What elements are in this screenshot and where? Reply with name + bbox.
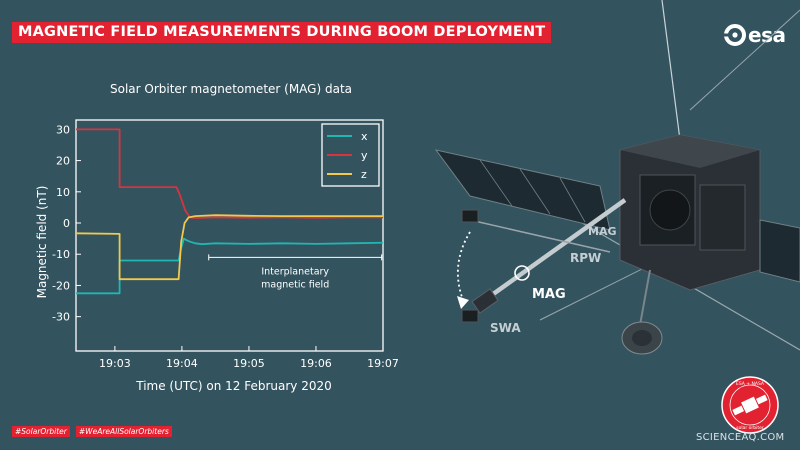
mission-badge: ESA + NASA · solar orbiter · xyxy=(721,376,779,434)
x-tick-label: 19:04 xyxy=(166,357,198,370)
watermark: SCIENCEAQ.COM xyxy=(696,432,785,443)
annotation-text-line1: Interplanetary xyxy=(261,266,329,277)
hashtag-solarorbiter: #SolarOrbiter xyxy=(12,426,70,437)
y-tick-label: -10 xyxy=(52,248,70,261)
y-tick-label: 10 xyxy=(56,186,70,199)
spacecraft-illustration: MAG RPW MAG SWA xyxy=(434,0,800,355)
esa-logo-text: esa xyxy=(748,23,786,47)
esa-emblem-icon xyxy=(724,24,746,46)
label-mag-big: MAG xyxy=(532,287,566,302)
label-mag-small: MAG xyxy=(588,225,617,238)
x-tick-label: 19:07 xyxy=(367,357,399,370)
esa-logo: esa xyxy=(724,22,786,48)
legend-label-x: x xyxy=(361,130,368,143)
x-axis-label: Time (UTC) on 12 February 2020 xyxy=(135,379,332,393)
badge-top-text: ESA + NASA xyxy=(736,381,765,387)
y-tick-label: -30 xyxy=(52,311,70,324)
chart-axes: 30 20 10 0 -10 -20 -30 19:03 19:04 19:05 19:06 19:0… xyxy=(52,119,399,370)
chart-annotation: Interplanetary magnetic field xyxy=(208,254,383,290)
chart-title: Solar Orbiter magnetometer (MAG) data xyxy=(110,82,352,96)
y-tick-label: -20 xyxy=(52,279,70,292)
legend-label-y: y xyxy=(361,149,368,162)
hashtag-bar: #SolarOrbiter #WeAreAllSolarOrbiters xyxy=(12,426,172,437)
series-line-z xyxy=(75,214,383,281)
label-swa: SWA xyxy=(490,321,521,335)
chart-series xyxy=(75,128,384,295)
x-tick-label: 19:05 xyxy=(233,357,265,370)
y-tick-label: 20 xyxy=(56,155,70,168)
plot-frame xyxy=(75,119,384,352)
hashtag-weareallsolarorbiters: #WeAreAllSolarOrbiters xyxy=(75,426,172,437)
x-tick-label: 19:03 xyxy=(99,357,131,370)
badge-bottom-text: · solar orbiter · xyxy=(733,425,766,431)
y-tick-label: 30 xyxy=(56,123,70,136)
page-title: MAGNETIC FIELD MEASUREMENTS DURING BOOM … xyxy=(12,22,552,43)
chart: Solar Orbiter magnetometer (MAG) data 30… xyxy=(35,82,399,393)
x-tick-label: 19:06 xyxy=(300,357,332,370)
series-line-y xyxy=(76,128,383,219)
y-tick-label: 0 xyxy=(63,217,70,230)
chart-legend: xyz xyxy=(321,123,380,187)
series-line-x xyxy=(76,237,384,295)
label-rpw: RPW xyxy=(570,251,601,265)
annotation-text-line2: magnetic field xyxy=(261,279,329,290)
y-axis-label: Magnetic field (nT) xyxy=(35,186,49,299)
legend-label-z: z xyxy=(361,168,367,181)
